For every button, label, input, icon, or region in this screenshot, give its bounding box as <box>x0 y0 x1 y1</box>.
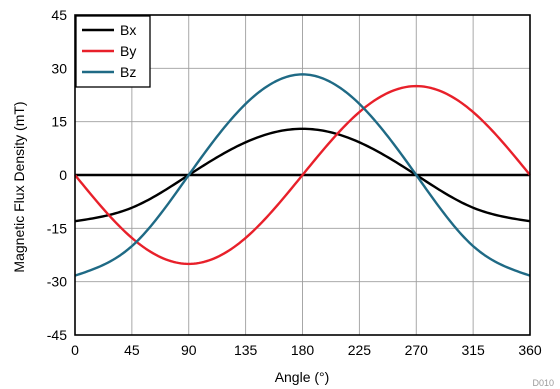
x-tick-label: 270 <box>405 342 429 358</box>
series-line-bx <box>74 127 531 223</box>
x-tick-label: 45 <box>124 342 140 358</box>
legend: Bx By Bz <box>75 15 151 88</box>
x-tick-label: 360 <box>518 342 542 358</box>
y-tick-label: 15 <box>51 114 67 130</box>
y-tick-labels: -45 -30 -15 0 15 30 45 <box>47 7 67 343</box>
series-lines <box>74 73 531 277</box>
legend-label-bx: Bx <box>120 22 136 38</box>
x-tick-label: 0 <box>71 342 79 358</box>
plot-frame <box>74 14 531 336</box>
legend-label-bz: Bz <box>120 64 136 80</box>
watermark: D010 <box>532 378 554 388</box>
y-tick-label: -30 <box>47 274 67 290</box>
series-line-by <box>74 84 531 266</box>
x-tick-label: 315 <box>461 342 485 358</box>
y-tick-label: 45 <box>51 7 67 23</box>
x-tick-label: 180 <box>291 342 315 358</box>
y-tick-label: 0 <box>59 167 67 183</box>
series-line-bz <box>74 73 531 277</box>
y-axis-label: Magnetic Flux Density (mT) <box>11 101 27 272</box>
x-tick-labels: 0 45 90 135 180 225 270 315 360 <box>71 342 542 358</box>
x-tick-label: 135 <box>234 342 258 358</box>
x-tick-label: 225 <box>348 342 372 358</box>
y-tick-label: -45 <box>47 327 67 343</box>
legend-label-by: By <box>120 43 136 59</box>
y-tick-label: -15 <box>47 220 67 236</box>
x-tick-label: 90 <box>181 342 197 358</box>
y-tick-label: 30 <box>51 60 67 76</box>
x-axis-label: Angle (°) <box>275 369 330 385</box>
